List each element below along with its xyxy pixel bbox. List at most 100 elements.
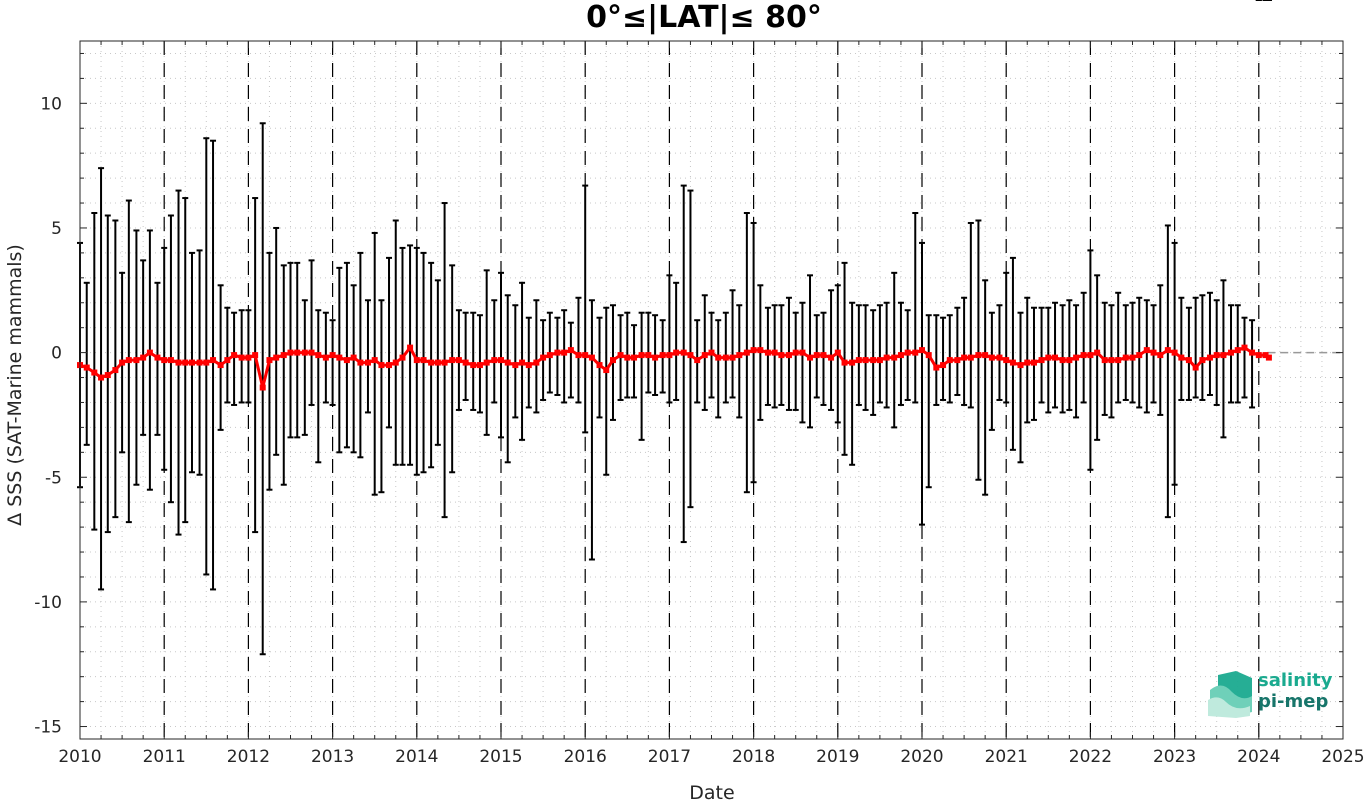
mean-marker: [849, 359, 856, 366]
mean-marker: [1094, 349, 1101, 356]
mean-marker: [146, 349, 153, 356]
mean-marker: [392, 359, 399, 366]
mean-marker: [175, 359, 182, 366]
mean-marker: [546, 352, 553, 359]
mean-marker: [119, 359, 126, 366]
mean-marker: [1059, 357, 1066, 364]
x-tick-label: 2016: [564, 747, 607, 767]
logo-text-salinity: salinity: [1258, 670, 1333, 691]
mean-marker: [133, 357, 140, 364]
mean-marker: [904, 349, 911, 356]
mean-marker: [266, 357, 273, 364]
mean-marker: [83, 364, 90, 371]
mean-marker: [771, 349, 778, 356]
mean-marker: [343, 357, 350, 364]
mean-marker: [245, 354, 252, 361]
mean-marker: [743, 349, 750, 356]
mean-marker: [988, 354, 995, 361]
y-tick-label: -5: [45, 468, 62, 488]
mean-marker: [533, 359, 540, 366]
mean-marker: [231, 352, 238, 359]
mean-marker: [259, 384, 266, 391]
mean-marker: [125, 357, 132, 364]
mean-marker: [715, 354, 722, 361]
mean-marker: [946, 357, 953, 364]
mean-marker: [364, 359, 371, 366]
x-axis-label: Date: [689, 782, 734, 801]
mean-marker: [1241, 344, 1248, 351]
mean-marker: [631, 354, 638, 361]
x-tick-label: 2013: [311, 747, 354, 767]
mean-marker: [954, 357, 961, 364]
mean-marker: [694, 357, 701, 364]
mean-marker: [498, 357, 504, 364]
logo-icon: [1208, 671, 1252, 718]
mean-marker: [778, 352, 785, 359]
mean-marker: [161, 357, 168, 364]
mean-marker: [708, 349, 715, 356]
mean-marker: [470, 362, 477, 369]
mean-marker: [1108, 357, 1115, 364]
mean-marker: [820, 352, 827, 359]
mean-marker: [996, 354, 1003, 361]
mean-marker: [912, 349, 919, 356]
mean-marker: [1157, 352, 1164, 359]
mean-marker: [1185, 357, 1192, 364]
mean-marker: [336, 354, 343, 361]
mean-marker: [196, 359, 203, 366]
x-tick-label: 2019: [816, 747, 859, 767]
x-tick-label: 2018: [732, 747, 775, 767]
mean-marker: [1115, 357, 1122, 364]
mean-marker: [1213, 352, 1220, 359]
mean-marker: [687, 352, 694, 359]
mean-marker: [301, 349, 308, 356]
mean-marker: [1199, 357, 1206, 364]
mean-marker: [1255, 352, 1262, 359]
chart-title: 0°≤|LAT|≤ 80°: [586, 0, 822, 35]
mean-marker: [855, 357, 862, 364]
mean-marker: [1171, 349, 1178, 356]
y-tick-label: 10: [40, 94, 62, 114]
y-tick-label: -10: [34, 593, 62, 613]
mean-marker: [919, 347, 925, 354]
mean-marker: [1136, 352, 1143, 359]
mean-marker: [378, 362, 385, 369]
mean-marker: [813, 352, 820, 359]
mean-marker: [666, 352, 673, 359]
mean-marker: [441, 359, 448, 366]
mean-marker: [252, 352, 259, 359]
logo-text-pi-mep: pi-mep: [1258, 691, 1328, 712]
mean-marker: [188, 359, 195, 366]
mean-marker: [519, 359, 526, 366]
mean-marker: [112, 367, 119, 374]
mean-marker: [673, 349, 680, 356]
mean-marker: [841, 359, 848, 366]
mean-marker: [729, 354, 736, 361]
mean-marker: [828, 354, 835, 361]
mean-marker: [757, 347, 764, 354]
mean-marker: [525, 362, 532, 369]
mean-marker: [617, 352, 624, 359]
y-tick-label: 5: [51, 219, 62, 239]
mean-marker: [476, 362, 483, 369]
mean-marker: [554, 349, 561, 356]
mean-marker: [1045, 354, 1052, 361]
y-tick-labels: 10 5 0 -5 -10 -15: [34, 94, 62, 737]
mean-marker: [582, 352, 589, 359]
mean-marker: [238, 354, 245, 361]
mean-marker: [624, 354, 631, 361]
mean-marker: [210, 357, 217, 364]
mean-marker: [371, 357, 378, 364]
mean-marker: [925, 352, 932, 359]
mean-marker: [764, 349, 771, 356]
mean-marker: [645, 352, 652, 359]
mean-marker: [1101, 357, 1108, 364]
mean-marker: [1129, 354, 1136, 361]
mean-marker: [722, 354, 729, 361]
mean-marker: [870, 357, 877, 364]
mean-marker: [104, 372, 111, 379]
mean-marker: [308, 349, 315, 356]
mean-marker: [273, 354, 280, 361]
mean-marker: [434, 359, 441, 366]
mean-marker: [1220, 352, 1227, 359]
